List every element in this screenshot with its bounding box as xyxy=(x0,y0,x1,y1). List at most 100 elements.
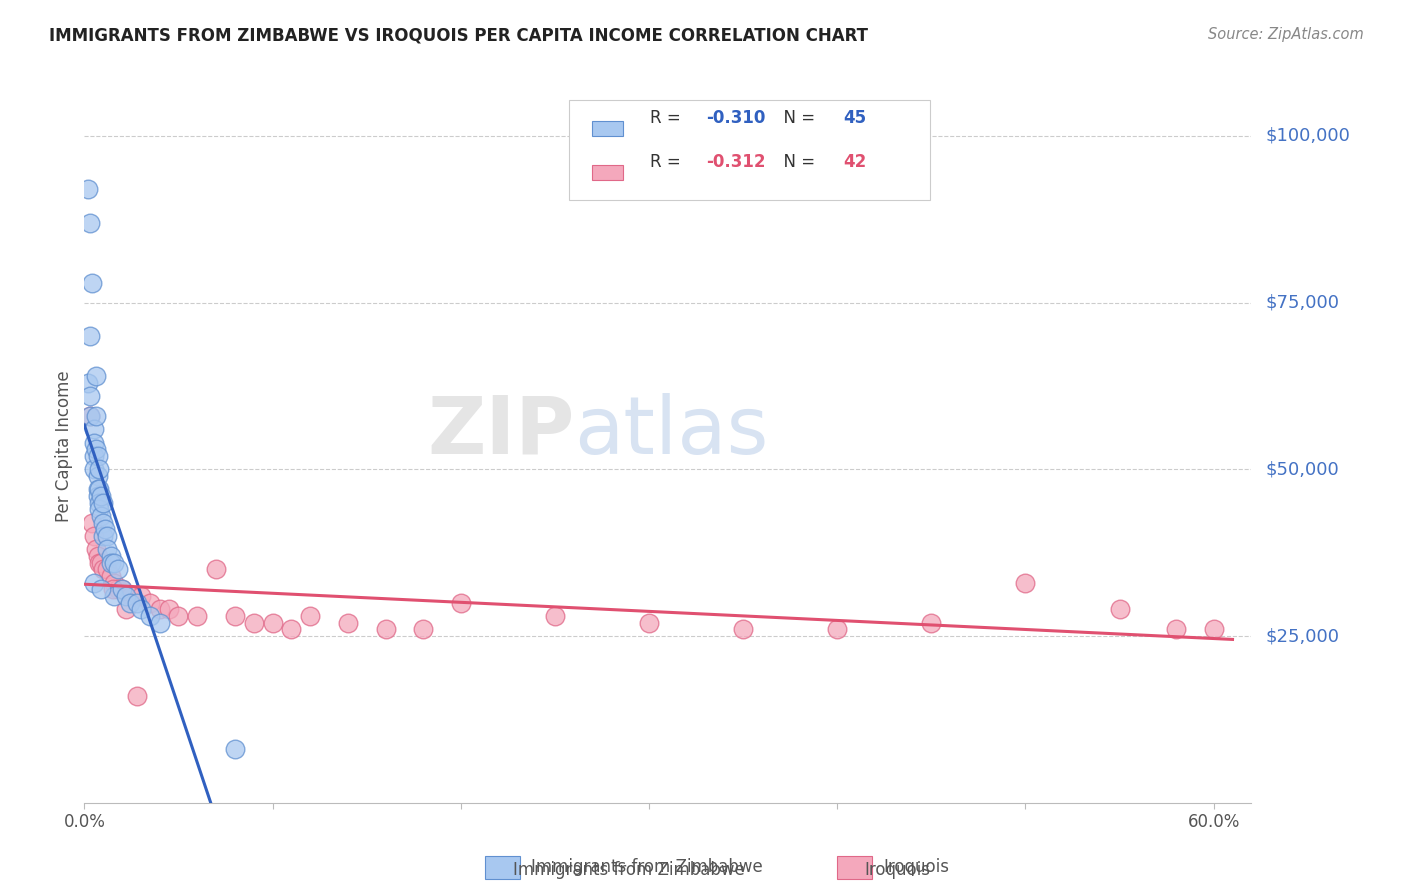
Point xyxy=(1014,575,1036,590)
Point xyxy=(125,689,148,703)
Point xyxy=(186,609,208,624)
Point xyxy=(374,623,396,637)
Point xyxy=(89,483,111,497)
Point xyxy=(103,575,125,590)
Text: Immigrants from Zimbabwe: Immigrants from Zimbabwe xyxy=(531,858,763,877)
Point xyxy=(1164,623,1187,637)
Bar xyxy=(837,856,872,879)
Point xyxy=(83,422,105,436)
Point xyxy=(103,589,125,603)
Point xyxy=(157,602,180,616)
Point xyxy=(149,615,172,630)
Point xyxy=(1202,623,1225,637)
FancyBboxPatch shape xyxy=(568,100,931,200)
Point xyxy=(77,182,100,196)
Point xyxy=(242,615,264,630)
Point xyxy=(83,449,105,463)
Text: ZIP: ZIP xyxy=(427,392,575,471)
Text: $75,000: $75,000 xyxy=(1265,293,1340,311)
Point xyxy=(336,615,359,630)
Point xyxy=(96,529,118,543)
Point xyxy=(920,615,942,630)
Point xyxy=(299,609,322,624)
Point xyxy=(90,489,112,503)
Point xyxy=(129,589,152,603)
Text: $50,000: $50,000 xyxy=(1265,460,1339,478)
Y-axis label: Per Capita Income: Per Capita Income xyxy=(55,370,73,522)
Point xyxy=(89,556,111,570)
Point xyxy=(86,549,108,563)
Point xyxy=(205,562,228,576)
Point xyxy=(733,623,755,637)
Point xyxy=(86,489,108,503)
Point xyxy=(412,623,434,637)
Text: $25,000: $25,000 xyxy=(1265,627,1340,645)
Point xyxy=(101,582,124,597)
Text: Iroquois: Iroquois xyxy=(865,861,931,879)
Point xyxy=(100,556,122,570)
Point xyxy=(100,549,122,563)
Text: 45: 45 xyxy=(844,109,866,127)
FancyBboxPatch shape xyxy=(592,121,623,136)
Point xyxy=(84,442,107,457)
Point xyxy=(450,596,472,610)
Point xyxy=(91,562,114,576)
Point xyxy=(79,329,101,343)
Text: $100,000: $100,000 xyxy=(1265,127,1350,145)
Point xyxy=(90,556,112,570)
Point xyxy=(139,596,162,610)
Point xyxy=(86,483,108,497)
Text: -0.310: -0.310 xyxy=(706,109,766,127)
Text: 42: 42 xyxy=(844,153,866,170)
Text: -0.312: -0.312 xyxy=(706,153,766,170)
Point xyxy=(262,615,284,630)
Point xyxy=(167,609,190,624)
Point xyxy=(89,502,111,516)
Point xyxy=(114,589,136,603)
Text: N =: N = xyxy=(773,153,820,170)
Point xyxy=(96,562,118,576)
Point xyxy=(111,582,134,597)
Point xyxy=(83,435,105,450)
Text: ▪: ▪ xyxy=(848,855,868,884)
Point xyxy=(224,742,246,756)
Point xyxy=(107,582,129,597)
Point xyxy=(77,376,100,390)
Point xyxy=(91,496,114,510)
Text: N =: N = xyxy=(773,109,820,127)
Point xyxy=(125,596,148,610)
Point xyxy=(103,556,125,570)
Point xyxy=(100,569,122,583)
Point xyxy=(84,542,107,557)
FancyBboxPatch shape xyxy=(592,165,623,179)
Text: atlas: atlas xyxy=(575,392,769,471)
Point xyxy=(129,602,152,616)
Point xyxy=(280,623,302,637)
Point xyxy=(91,529,114,543)
Text: ▪: ▪ xyxy=(496,855,516,884)
Point xyxy=(1108,602,1130,616)
Point xyxy=(90,582,112,597)
Point xyxy=(224,609,246,624)
Point xyxy=(638,615,661,630)
Point xyxy=(84,409,107,423)
Text: R =: R = xyxy=(651,109,686,127)
Text: IMMIGRANTS FROM ZIMBABWE VS IROQUOIS PER CAPITA INCOME CORRELATION CHART: IMMIGRANTS FROM ZIMBABWE VS IROQUOIS PER… xyxy=(49,27,869,45)
Text: Immigrants from Zimbabwe: Immigrants from Zimbabwe xyxy=(513,861,745,879)
Point xyxy=(80,276,103,290)
Point xyxy=(149,602,172,616)
Point xyxy=(83,529,105,543)
Point xyxy=(79,409,101,423)
Point xyxy=(83,462,105,476)
Point xyxy=(84,368,107,383)
Point xyxy=(79,216,101,230)
Point xyxy=(91,516,114,530)
Point xyxy=(114,602,136,616)
Point xyxy=(80,516,103,530)
Point xyxy=(118,596,141,610)
Bar xyxy=(485,856,520,879)
Point xyxy=(94,522,117,536)
Point xyxy=(825,623,848,637)
Point xyxy=(96,542,118,557)
Point xyxy=(83,575,105,590)
